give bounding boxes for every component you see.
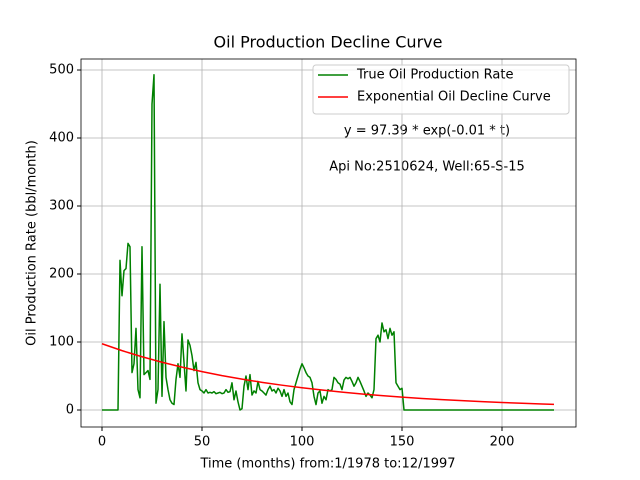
series-line bbox=[102, 74, 554, 411]
x-tick-label: 50 bbox=[194, 435, 211, 450]
x-axis-label: Time (months) from:1/1978 to:12/1997 bbox=[199, 457, 455, 472]
y-tick-label: 100 bbox=[49, 335, 74, 350]
x-tick-label: 200 bbox=[490, 435, 515, 450]
x-tick-label: 100 bbox=[290, 435, 315, 450]
y-tick-label: 400 bbox=[49, 131, 74, 146]
x-tick-label: 0 bbox=[98, 435, 106, 450]
series-line bbox=[101, 343, 555, 406]
legend-label: Exponential Oil Decline Curve bbox=[357, 90, 551, 105]
y-tick-label: 200 bbox=[49, 267, 74, 282]
annotation: y = 97.39 * exp(-0.01 * t) bbox=[344, 124, 510, 139]
y-axis-label: Oil Production Rate (bbl/month) bbox=[25, 140, 40, 346]
x-tick-label: 150 bbox=[390, 435, 415, 450]
annotation: Api No:2510624, Well:65-S-15 bbox=[329, 160, 525, 175]
y-tick-label: 500 bbox=[49, 63, 74, 78]
legend-box bbox=[312, 64, 570, 115]
y-tick-label: 300 bbox=[49, 199, 74, 214]
chart-title: Oil Production Decline Curve bbox=[214, 33, 443, 52]
y-tick-label: 0 bbox=[66, 403, 74, 418]
plot-frame bbox=[80, 58, 577, 428]
legend-label: True Oil Production Rate bbox=[356, 68, 513, 83]
